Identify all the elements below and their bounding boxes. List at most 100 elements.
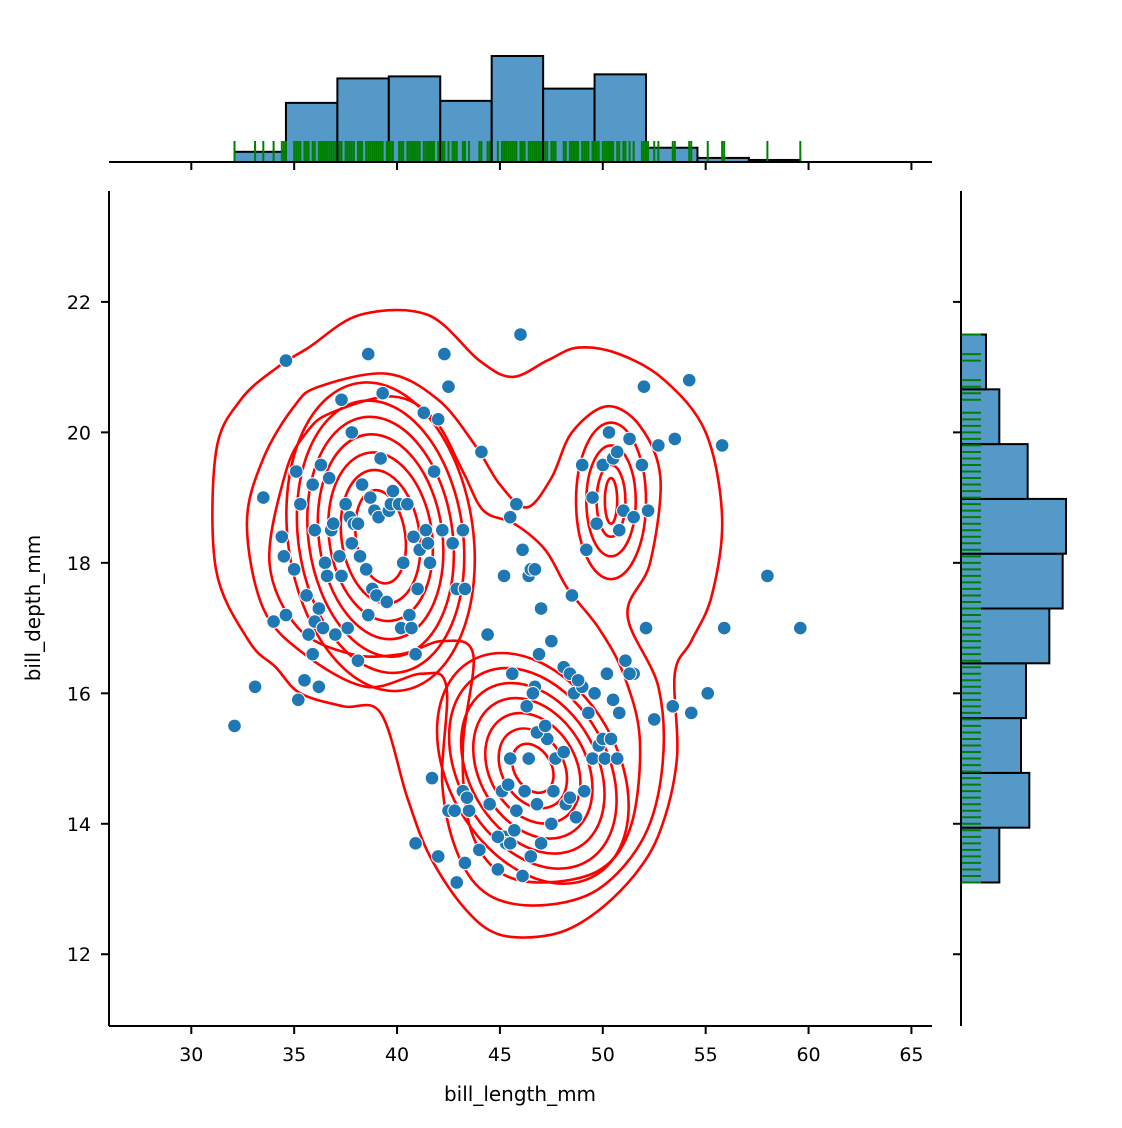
scatter-point [544,633,559,649]
scatter-point [646,712,662,727]
scatter-point [793,620,808,636]
scatter-point [587,686,602,701]
scatter-point [585,751,600,766]
scatter-point [611,705,627,721]
scatter-point [435,522,450,538]
scatter-point [430,849,446,864]
x-histogram-bar [233,150,287,164]
scatter-point [406,529,421,545]
scatter-point [315,620,331,636]
scatter-point [581,705,596,721]
scatter-point [482,796,497,812]
scatter-point [500,777,516,792]
kde-contour-2-3 [574,421,648,581]
scatter-point [404,620,419,636]
scatter-point [667,431,683,447]
x-tick-label: 65 [899,1044,923,1066]
scatter-point [274,529,290,545]
right-marginal-histogram [960,191,1067,1026]
kde-contour-0-6 [285,381,477,693]
y-axis-label: bill_depth_mm [21,535,45,682]
scatter-point [371,509,386,525]
x-tick-label: 60 [796,1044,820,1066]
scatter-point [385,483,401,499]
scatter-point [299,588,314,603]
scatter-point [531,646,547,662]
x-tick-label: 35 [282,1044,306,1066]
y-tick-label: 16 [67,683,91,705]
scatter-point [496,568,512,584]
scatter-point [288,464,304,479]
scatter-point [507,822,522,838]
scatter-point [459,790,475,805]
scatter-point [595,457,611,473]
scatter-point [317,555,333,571]
scatter-point [338,496,353,512]
scatter-point [256,490,271,505]
scatter-point [544,816,559,832]
scatter-point [319,568,335,584]
x-tick-label: 45 [488,1044,512,1066]
y-histogram-bar [960,497,1067,555]
scatter-point [760,568,775,584]
y-tick-label: 12 [67,944,91,966]
scatter-point [449,875,465,890]
scatter-point [461,803,477,819]
scatter-point [622,431,637,447]
main-scatter-plot [211,308,808,939]
scatter-point [599,666,615,682]
scatter-point [437,346,452,362]
scatter-point [305,646,320,662]
scatter-point [227,718,242,734]
scatter-point [700,686,716,701]
scatter-point [609,751,625,766]
scatter-point [307,522,323,538]
scatter-point [358,562,374,577]
scatter-point [354,477,370,492]
scatter-point [305,477,320,492]
scatter-point [297,672,312,688]
kde-contour-outer-0 [211,308,724,939]
scatter-point [579,542,594,558]
scatter-point [422,555,438,571]
scatter-point [681,372,697,388]
x-tick-label: 30 [179,1044,203,1066]
x-tick-label: 40 [385,1044,409,1066]
x-axis-label: bill_length_mm [444,1082,596,1106]
scatter-point [360,346,376,362]
scatter-point [424,770,440,786]
scatter-point [344,535,360,551]
scatter-point [311,601,327,616]
y-tick-label: 20 [67,422,91,444]
scatter-point [515,868,530,884]
scatter-point [420,535,436,551]
scatter-point [402,607,417,623]
scatter-point [360,607,376,623]
scatter-point [556,744,572,760]
scatter-point [616,503,631,518]
scatter-point [266,614,281,629]
scatter-point [523,849,539,864]
scatter-point [626,509,641,525]
scatter-point [509,803,524,819]
y-histogram-bar [960,662,1027,720]
scatter-point [562,790,578,805]
scatter-point [533,601,549,616]
scatter-point [408,646,423,662]
scatter-point [334,568,349,584]
scatter-point [564,588,580,603]
x-tick-label: 55 [694,1044,718,1066]
y-tick-label: 14 [67,814,91,836]
scatter-point [640,503,656,518]
scatter-point [585,490,600,505]
scatter-point [334,392,349,408]
scatter-point [533,836,549,851]
scatter-point [502,509,518,525]
scatter-point [426,464,442,479]
scatter-point [490,862,506,877]
scatter-point [638,620,654,636]
kde-contour-1-4 [459,681,606,855]
scatter-point [570,672,586,688]
scatter-point [683,705,699,721]
scatter-point [416,405,432,421]
